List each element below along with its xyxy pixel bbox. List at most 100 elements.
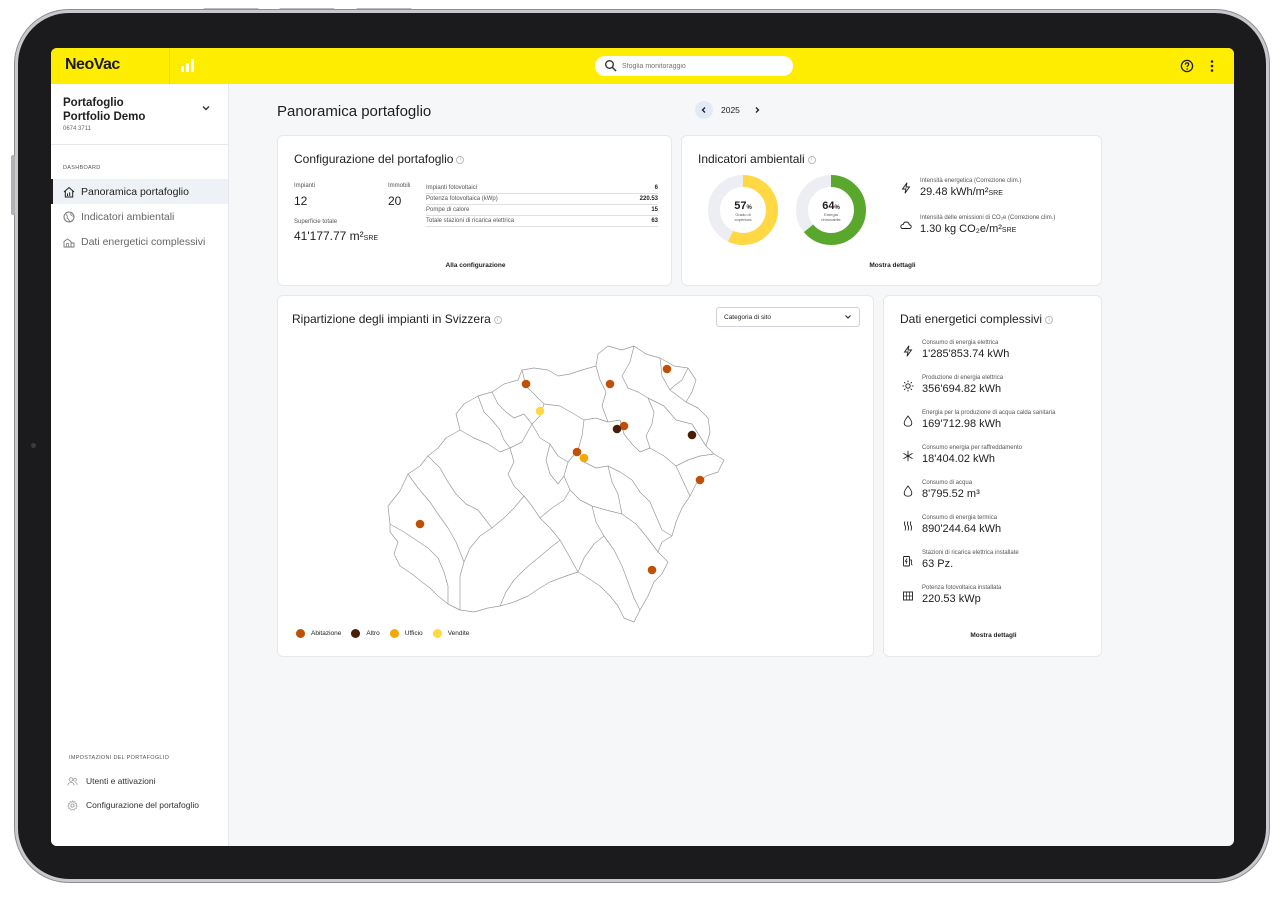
neovac-logo[interactable]: NeoVac: [65, 56, 120, 73]
canton-border: [619, 419, 691, 497]
switzerland-map-card: Ripartizione degli impianti in Svizzera i…: [277, 295, 874, 657]
site-marker-abitazione[interactable]: [521, 379, 531, 389]
site-marker-abitazione[interactable]: [415, 519, 425, 529]
card-title: Ripartizione degli impianti in Svizzera i: [292, 312, 502, 326]
snowflake-icon: [903, 450, 913, 462]
emission-intensity-item: Intensità delle emissioni di CO₂e (Corre…: [900, 215, 1055, 235]
search-icon: [605, 60, 617, 72]
sidebar-item-indicatori[interactable]: Indicatori ambientali: [51, 204, 228, 229]
legend-dot: [389, 629, 399, 638]
sidebar-item-dati-energetici[interactable]: Dati energetici complessivi: [51, 229, 228, 254]
immobili-label: Immobili: [388, 183, 411, 189]
canton-border: [507, 447, 579, 573]
chevron-left-icon: [701, 107, 706, 113]
canton-border: [591, 505, 641, 611]
alla-configurazione-link[interactable]: Alla configurazione: [445, 262, 506, 269]
canton-border: [459, 429, 523, 453]
gear-icon: [67, 799, 78, 811]
site-marker-altro[interactable]: [687, 430, 697, 440]
legend-item-altro[interactable]: Altro: [351, 629, 380, 638]
legend-item-vendite[interactable]: Vendite: [432, 629, 469, 638]
site-marker-abitazione[interactable]: [572, 447, 582, 457]
canton-border: [647, 397, 707, 447]
site-marker-altro[interactable]: [612, 424, 622, 434]
site-marker-abitazione[interactable]: [605, 379, 615, 389]
canton-border: [491, 391, 533, 425]
portfolio-label: Portafoglio: [63, 97, 124, 109]
charging-station-icon: [903, 556, 913, 567]
home-chart-icon: [63, 186, 75, 197]
site-marker-abitazione[interactable]: [619, 421, 629, 431]
chevron-right-icon: [755, 107, 760, 113]
energy-item: Consumo di acqua 8'795.52 m³: [902, 480, 980, 500]
canton-border: [531, 423, 579, 463]
dashboard-section-label: DASHBOARD: [63, 165, 101, 171]
lightning-icon: [903, 345, 913, 357]
sidebar-divider: [51, 144, 229, 145]
canton-border: [669, 367, 689, 391]
immobili-value: 20: [388, 194, 402, 208]
cloud-icon: [900, 221, 912, 229]
previous-year-button[interactable]: [695, 101, 713, 119]
impianti-value: 12: [294, 194, 308, 208]
renewable-donut-chart: [796, 175, 866, 245]
legend-item-ufficio[interactable]: Ufficio: [389, 629, 423, 638]
mostra-dettagli-link[interactable]: Mostra dettagli: [970, 632, 1017, 639]
search-box[interactable]: [595, 56, 793, 76]
chevron-down-icon: [845, 315, 851, 319]
select-value: Categoria di sito: [724, 314, 771, 321]
portfolio-id: 0674 3711: [63, 126, 91, 132]
info-icon[interactable]: i: [807, 155, 816, 164]
site-marker-abitazione[interactable]: [662, 364, 672, 374]
sidebar-item-utenti[interactable]: Utenti e attivazioni: [51, 770, 228, 792]
settings-section-label: IMPOSTAZIONI DEL PORTAFOGLIO: [69, 755, 170, 761]
more-vertical-icon[interactable]: [1210, 59, 1214, 73]
superficie-label: Superficie totale: [294, 219, 338, 225]
site-category-select[interactable]: Categoria di sito: [716, 307, 860, 327]
coverage-donut-chart: [708, 175, 778, 245]
table-row: Pompe di calore 15: [426, 205, 658, 216]
renewable-donut-label: 64% Energia rinnovabile: [821, 200, 841, 222]
energy-item: Stazioni di ricarica elettrica installat…: [902, 550, 1019, 570]
page-title: Panoramica portafoglio: [277, 103, 432, 120]
canton-border: [577, 419, 673, 537]
info-icon[interactable]: i: [456, 155, 465, 164]
logo-divider: [169, 48, 170, 84]
help-icon[interactable]: [1180, 59, 1194, 73]
app-screen: NeoVac Portafoglio Portfol: [51, 48, 1234, 846]
site-marker-ufficio[interactable]: [579, 453, 589, 463]
canton-border: [577, 535, 605, 573]
info-icon[interactable]: i: [493, 315, 502, 324]
heat-icon: [903, 521, 913, 531]
next-year-button[interactable]: [748, 101, 766, 119]
sidebar-item-configurazione[interactable]: Configurazione del portafoglio: [51, 794, 228, 816]
sidebar-item-panoramica[interactable]: Panoramica portafoglio: [51, 179, 228, 204]
mostra-dettagli-link[interactable]: Mostra dettagli: [869, 262, 916, 269]
lightning-icon: [901, 182, 911, 194]
energy-item: Produzione di energia elettrica 356'694.8…: [902, 375, 1003, 395]
sidebar-item-label: Panoramica portafoglio: [81, 185, 189, 198]
canton-border: [595, 365, 609, 423]
canton-border: [427, 455, 493, 529]
info-icon[interactable]: i: [1045, 315, 1054, 324]
canton-borders: [387, 345, 725, 623]
sidebar-item-label: Utenti e attivazioni: [86, 776, 156, 786]
site-marker-abitazione[interactable]: [647, 565, 657, 575]
bar-chart-logo-icon: [181, 59, 194, 72]
portfolio-selector[interactable]: Portafoglio Portfolio Demo: [63, 96, 145, 124]
sun-icon: [902, 380, 914, 392]
buildings-icon: [63, 237, 75, 247]
site-marker-abitazione[interactable]: [695, 475, 705, 485]
energy-item: Energia per la produzione di acqua calda…: [902, 410, 1055, 430]
energy-data-card: Dati energetici complessivi i Consumo di …: [883, 295, 1102, 657]
site-markers: [415, 364, 705, 575]
country-outline: [387, 345, 725, 623]
legend-item-abitazione[interactable]: Abitazione: [296, 629, 341, 638]
energy-item: Consumo di energia elettrica 1'285'853.74…: [902, 340, 1009, 360]
search-input[interactable]: [622, 59, 782, 73]
legend-dot: [351, 629, 361, 638]
drop-icon: [903, 415, 913, 427]
site-marker-vendite[interactable]: [535, 406, 545, 416]
legend-dot: [296, 629, 305, 638]
chevron-down-icon[interactable]: [201, 104, 211, 112]
